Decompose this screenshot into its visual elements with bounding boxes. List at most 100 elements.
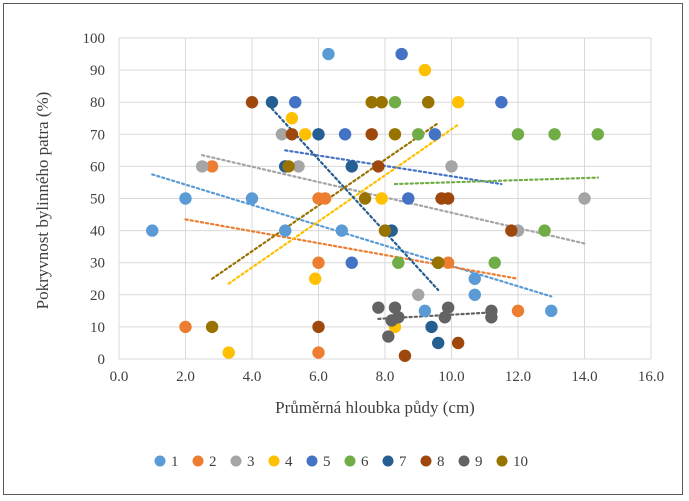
trendline-series-1 bbox=[151, 173, 553, 298]
chart-frame: 0.0 2.0 4.0 6.0 8.0 10.0 12.0 14.0 16.0 0 10 20 30 40… bbox=[3, 3, 683, 495]
point-series-9 bbox=[372, 301, 385, 314]
point-series-8 bbox=[365, 128, 378, 141]
point-series-3 bbox=[412, 288, 425, 301]
point-series-1 bbox=[179, 192, 192, 205]
point-series-5 bbox=[402, 192, 415, 205]
legend-marker-series-10 bbox=[496, 455, 508, 467]
point-series-4 bbox=[299, 128, 312, 141]
point-series-6 bbox=[388, 96, 402, 109]
legend-marker-series-6 bbox=[344, 455, 356, 467]
x-tick-label: 14.0 bbox=[571, 369, 597, 385]
scatter-chart: 0.0 2.0 4.0 6.0 8.0 10.0 12.0 14.0 16.0 0 10 20 30 40… bbox=[33, 31, 664, 470]
point-series-6 bbox=[511, 128, 525, 141]
point-series-6 bbox=[412, 128, 425, 141]
point-series-2 bbox=[441, 256, 455, 269]
x-tick-label: 0.0 bbox=[110, 369, 129, 385]
point-series-9 bbox=[388, 301, 402, 314]
y-axis-title: Pokryvnost bylinného patra (%) bbox=[33, 92, 52, 310]
point-series-8 bbox=[372, 160, 385, 173]
point-series-10 bbox=[358, 192, 372, 205]
y-tick-label: 100 bbox=[83, 31, 106, 47]
point-series-2 bbox=[312, 346, 325, 359]
legend-label-series-4: 4 bbox=[285, 454, 293, 470]
legend-label-series-9: 9 bbox=[475, 454, 483, 470]
y-tick-label: 10 bbox=[90, 320, 105, 336]
point-series-6 bbox=[392, 256, 405, 269]
legend-label-series-3: 3 bbox=[247, 454, 255, 470]
x-tick-label: 2.0 bbox=[176, 369, 195, 385]
legend-marker-series-8 bbox=[420, 455, 432, 467]
point-series-4 bbox=[222, 346, 235, 359]
y-tick-label: 30 bbox=[90, 256, 105, 272]
point-series-10 bbox=[205, 320, 219, 334]
point-series-8 bbox=[451, 336, 465, 350]
point-series-7 bbox=[425, 320, 438, 334]
trendline-series-5 bbox=[284, 149, 503, 186]
point-series-1 bbox=[279, 224, 292, 237]
point-series-6 bbox=[488, 256, 501, 269]
legend-marker-series-1 bbox=[154, 455, 166, 467]
y-tick-label: 60 bbox=[90, 159, 105, 175]
point-series-4 bbox=[418, 63, 432, 77]
point-series-9 bbox=[392, 311, 405, 324]
legend-marker-series-9 bbox=[458, 455, 470, 467]
point-series-9 bbox=[485, 304, 498, 318]
x-tick-label: 4.0 bbox=[243, 369, 262, 385]
point-series-1 bbox=[418, 304, 432, 318]
point-series-9 bbox=[438, 311, 452, 324]
point-series-6 bbox=[548, 128, 561, 141]
point-series-1 bbox=[245, 192, 259, 205]
point-series-8 bbox=[505, 224, 518, 237]
legend-marker-series-7 bbox=[382, 455, 394, 467]
point-series-10 bbox=[422, 96, 435, 109]
point-series-5 bbox=[428, 128, 442, 141]
point-series-10 bbox=[378, 224, 392, 237]
point-series-7 bbox=[345, 160, 358, 173]
legend-label-series-2: 2 bbox=[209, 454, 217, 470]
point-series-10 bbox=[388, 128, 402, 141]
trendline-series-6 bbox=[393, 176, 599, 186]
y-tick-label: 40 bbox=[90, 224, 105, 240]
point-series-3 bbox=[275, 128, 289, 141]
point-series-5 bbox=[338, 128, 352, 141]
point-series-3 bbox=[292, 160, 305, 173]
y-tick-label: 90 bbox=[90, 63, 105, 79]
point-series-8 bbox=[285, 128, 299, 141]
point-series-10 bbox=[365, 96, 378, 109]
point-series-1 bbox=[468, 272, 481, 285]
point-series-1 bbox=[146, 224, 159, 237]
point-series-2 bbox=[312, 256, 325, 269]
y-tick-label: 70 bbox=[90, 127, 105, 143]
trendline-series-2 bbox=[184, 218, 520, 280]
legend-label-series-10: 10 bbox=[513, 454, 528, 470]
y-tick-label: 20 bbox=[90, 288, 105, 304]
legend-label-series-6: 6 bbox=[361, 454, 369, 470]
legend-label-series-5: 5 bbox=[323, 454, 331, 470]
point-series-4 bbox=[285, 112, 299, 125]
legend-marker-series-5 bbox=[306, 455, 318, 467]
x-tick-label: 10.0 bbox=[438, 369, 464, 385]
x-tick-label: 16.0 bbox=[638, 369, 664, 385]
point-series-1 bbox=[335, 224, 348, 237]
point-series-1 bbox=[322, 47, 335, 61]
point-series-6 bbox=[538, 224, 551, 237]
point-series-2 bbox=[179, 320, 192, 334]
point-series-3 bbox=[578, 192, 591, 205]
point-series-8 bbox=[441, 192, 455, 205]
x-tick-label: 8.0 bbox=[376, 369, 395, 385]
legend-marker-series-2 bbox=[192, 455, 204, 467]
point-series-10 bbox=[375, 96, 388, 109]
point-series-3 bbox=[445, 160, 458, 173]
point-series-5 bbox=[395, 47, 408, 61]
point-series-8 bbox=[398, 349, 412, 362]
point-series-2 bbox=[511, 304, 525, 318]
legend-marker-series-3 bbox=[230, 455, 242, 467]
point-series-8 bbox=[245, 96, 259, 109]
point-series-5 bbox=[289, 96, 302, 109]
trendline-series-4 bbox=[227, 123, 460, 285]
point-series-10 bbox=[432, 256, 445, 269]
point-series-5 bbox=[345, 256, 358, 269]
legend-label-series-1: 1 bbox=[171, 454, 179, 470]
point-series-8 bbox=[312, 320, 325, 334]
point-series-1 bbox=[545, 304, 558, 318]
